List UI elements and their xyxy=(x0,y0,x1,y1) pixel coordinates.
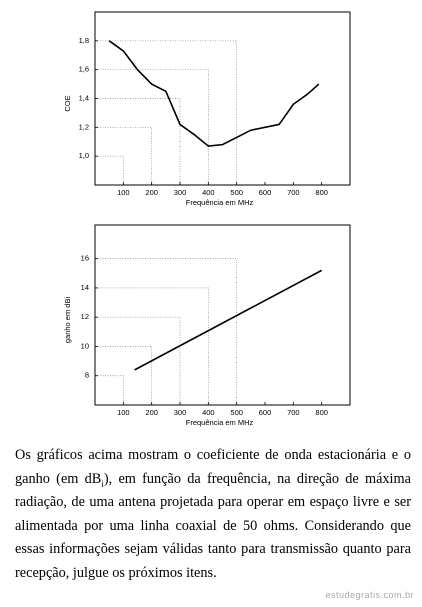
paragraph-text: Os gráficos acima mostram o coeficiente … xyxy=(15,447,411,487)
y-tick-label: 1,2 xyxy=(79,122,89,131)
guide-line xyxy=(95,287,209,405)
x-tick-label: 600 xyxy=(259,408,272,417)
x-tick-label: 100 xyxy=(117,188,130,197)
x-axis-label: Frequência em MHz xyxy=(186,198,254,207)
guide-line xyxy=(95,126,153,185)
guide-line xyxy=(95,258,238,405)
guide-line xyxy=(95,69,209,185)
guide-line xyxy=(95,375,124,405)
x-tick-label: 300 xyxy=(174,188,187,197)
y-tick-label: 1,0 xyxy=(79,151,89,160)
x-tick-label: 200 xyxy=(145,188,158,197)
x-tick-label: 200 xyxy=(145,408,158,417)
y-tick-label: 16 xyxy=(81,254,89,263)
y-tick-label: 10 xyxy=(81,341,89,350)
y-tick-label: 12 xyxy=(81,312,89,321)
x-tick-label: 100 xyxy=(117,408,130,417)
x-tick-label: 300 xyxy=(174,408,187,417)
guide-line xyxy=(95,40,238,185)
data-line xyxy=(108,40,320,147)
x-axis-label: Frequência em MHz xyxy=(186,418,254,427)
watermark: estudegratis.com.br xyxy=(325,590,414,600)
x-tick-label: 800 xyxy=(315,188,328,197)
paragraph-text: ), em função da frequência, na direção d… xyxy=(15,470,412,581)
guide-line xyxy=(95,155,124,185)
y-axis-label: ganho em dBi xyxy=(63,297,72,344)
x-tick-label: 500 xyxy=(230,188,243,197)
x-tick-label: 700 xyxy=(287,408,300,417)
y-axis-label: COE xyxy=(63,95,72,111)
paragraph: Os gráficos acima mostram o coeficiente … xyxy=(15,444,411,585)
charts: 100 200 300 400 500 600 700 800 1,0 1,2 1,4 1,6 1,8 F… xyxy=(63,11,351,427)
y-tick-label: 8 xyxy=(85,371,89,380)
x-tick-label: 600 xyxy=(259,188,272,197)
guide-line xyxy=(95,346,153,405)
y-tick-label: 1,8 xyxy=(79,36,89,45)
x-tick-label: 700 xyxy=(287,188,300,197)
x-tick-label: 400 xyxy=(202,408,215,417)
y-tick-label: 14 xyxy=(81,283,89,292)
guide-line xyxy=(95,98,181,185)
y-tick-label: 1,4 xyxy=(79,93,89,102)
x-tick-label: 400 xyxy=(202,188,215,197)
x-tick-label: 500 xyxy=(230,408,243,417)
y-tick-label: 1,6 xyxy=(79,65,89,74)
guide-line xyxy=(95,316,181,405)
plot-frame xyxy=(94,224,351,406)
x-tick-label: 800 xyxy=(315,408,328,417)
subscript: i xyxy=(101,478,104,489)
data-line xyxy=(134,269,323,371)
